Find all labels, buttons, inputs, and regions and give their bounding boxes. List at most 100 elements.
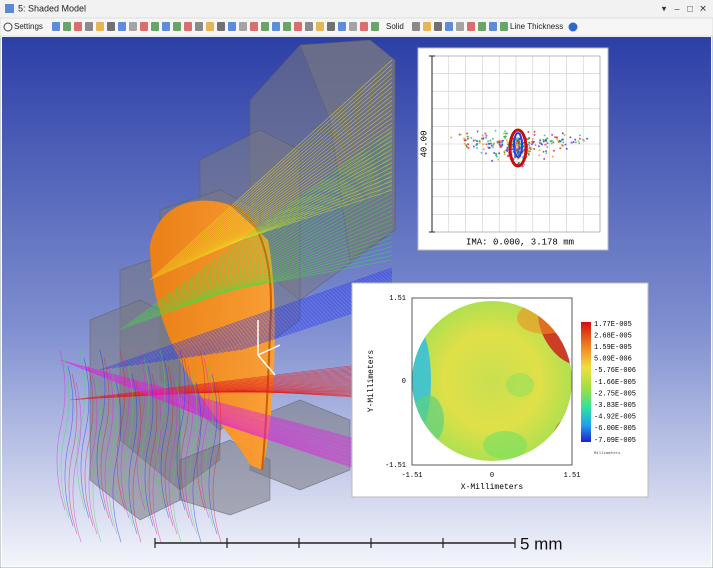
tool-icon[interactable] — [500, 22, 508, 31]
tool-icon[interactable] — [118, 22, 126, 31]
tool-icon[interactable] — [327, 22, 335, 31]
tool-icon[interactable] — [129, 22, 137, 31]
solid-dropdown[interactable]: Solid — [386, 22, 404, 31]
spot-caption: IMA: 0.000, 3.178 mm — [466, 237, 574, 247]
tool-icon[interactable] — [489, 22, 497, 31]
tool-icon[interactable] — [316, 22, 324, 31]
spot-point — [488, 146, 491, 149]
ray-wave — [212, 381, 222, 543]
tool-icon[interactable] — [217, 22, 225, 31]
tool-icon[interactable] — [360, 22, 368, 31]
ray-green — [176, 196, 393, 310]
ray-wave — [120, 357, 130, 519]
tool-icon[interactable] — [338, 22, 346, 31]
tool-icon[interactable] — [96, 22, 104, 31]
spot-point — [546, 137, 549, 140]
tool-icon[interactable] — [456, 22, 464, 31]
spot-point — [494, 129, 497, 132]
spot-point — [545, 150, 547, 153]
spot-point — [466, 137, 469, 140]
spot-point — [515, 149, 518, 152]
ray-blue — [130, 274, 393, 366]
tool-icon[interactable] — [74, 22, 82, 31]
tool-icon[interactable] — [423, 22, 431, 31]
ray-wave — [176, 349, 186, 511]
spot-point — [581, 138, 584, 141]
spot-point — [476, 140, 479, 143]
tool-icon[interactable] — [195, 22, 203, 31]
spot-point — [504, 135, 507, 138]
spot-point — [501, 143, 504, 146]
spot-point — [459, 133, 462, 136]
tool-icon[interactable] — [151, 22, 159, 31]
help-icon[interactable] — [568, 22, 578, 32]
tool-icon[interactable] — [371, 22, 379, 31]
spot-point — [495, 155, 498, 158]
spot-point — [545, 140, 548, 143]
spot-point — [495, 154, 498, 157]
colorbar-label: 1.77E-005 — [594, 321, 632, 329]
spot-point — [478, 140, 481, 143]
window-control[interactable]: – — [674, 3, 679, 13]
tool-icon[interactable] — [478, 22, 486, 31]
ray-wave — [128, 373, 138, 535]
spot-point — [489, 139, 492, 142]
ray-yellow — [165, 82, 393, 274]
spot-point — [574, 138, 577, 141]
window-control[interactable]: ▾ — [662, 3, 667, 13]
window-control[interactable]: □ — [687, 3, 693, 13]
colorbar-label: -3.83E-005 — [594, 402, 636, 410]
spot-point — [482, 148, 485, 151]
tool-icon[interactable] — [467, 22, 475, 31]
axis-glyph — [257, 344, 281, 356]
ray-wave — [192, 381, 202, 543]
spot-point — [485, 152, 487, 155]
tool-icon[interactable] — [173, 22, 181, 31]
ray-wave — [144, 365, 154, 527]
spot-point — [558, 139, 561, 142]
tool-icon[interactable] — [412, 22, 420, 31]
window-control[interactable]: ✕ — [699, 3, 707, 13]
tool-icon[interactable] — [261, 22, 269, 31]
tool-icon[interactable] — [272, 22, 280, 31]
spot-point — [550, 142, 553, 145]
tool-icon[interactable] — [52, 22, 60, 31]
tool-icon[interactable] — [445, 22, 453, 31]
settings-icon[interactable] — [3, 22, 13, 32]
tool-icon[interactable] — [162, 22, 170, 31]
ray-wave — [172, 381, 182, 543]
spot-point — [481, 134, 484, 137]
tool-icon[interactable] — [239, 22, 247, 31]
tool-icon[interactable] — [107, 22, 115, 31]
tool-icon[interactable] — [294, 22, 302, 31]
spot-point — [521, 156, 524, 159]
ray-green — [199, 223, 393, 302]
ray-wave — [104, 365, 114, 527]
tool-icon[interactable] — [184, 22, 192, 31]
tool-icon[interactable] — [85, 22, 93, 31]
tool-icon[interactable] — [250, 22, 258, 31]
spot-point — [470, 136, 473, 139]
ray-green — [214, 241, 393, 296]
ray-yellow — [156, 68, 393, 278]
tool-icon[interactable] — [305, 22, 313, 31]
y-tick-label: 0 — [402, 378, 406, 386]
ray-green — [169, 188, 393, 313]
ray-yellow — [208, 144, 393, 255]
ray-blue — [99, 267, 393, 371]
orange-lens — [150, 200, 275, 470]
tool-icon[interactable] — [206, 22, 214, 31]
tool-icon[interactable] — [63, 22, 71, 31]
tool-icon[interactable] — [434, 22, 442, 31]
settings-button[interactable]: Settings — [14, 22, 43, 31]
ray-red — [105, 367, 401, 399]
ray-yellow — [177, 100, 393, 268]
spot-point — [551, 155, 554, 158]
spot-point — [474, 139, 477, 142]
line-thickness-dropdown[interactable]: Line Thickness — [510, 22, 563, 31]
tool-icon[interactable] — [140, 22, 148, 31]
tool-icon[interactable] — [349, 22, 357, 31]
window-controls: ▾ – □ ✕ — [662, 3, 707, 13]
tool-icon[interactable] — [228, 22, 236, 31]
tool-icon[interactable] — [283, 22, 291, 31]
